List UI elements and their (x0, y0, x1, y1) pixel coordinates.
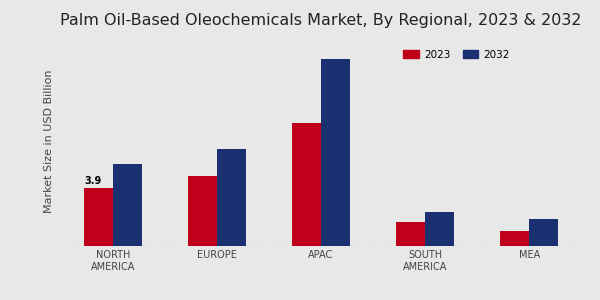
Bar (529, 219, 558, 246)
Bar (396, 222, 425, 246)
Bar (188, 176, 217, 246)
Bar (113, 164, 142, 246)
Legend: 2023, 2032: 2023, 2032 (399, 45, 514, 64)
Bar (84, 188, 113, 246)
Y-axis label: Market Size in USD Billion: Market Size in USD Billion (44, 69, 55, 213)
Bar (292, 123, 321, 246)
Bar (425, 212, 454, 246)
Text: Palm Oil-Based Oleochemicals Market, By Regional, 2023 & 2032: Palm Oil-Based Oleochemicals Market, By … (60, 13, 581, 28)
Bar (321, 58, 350, 246)
Text: 3.9: 3.9 (85, 176, 102, 186)
Bar (500, 231, 529, 246)
Bar (217, 148, 246, 246)
